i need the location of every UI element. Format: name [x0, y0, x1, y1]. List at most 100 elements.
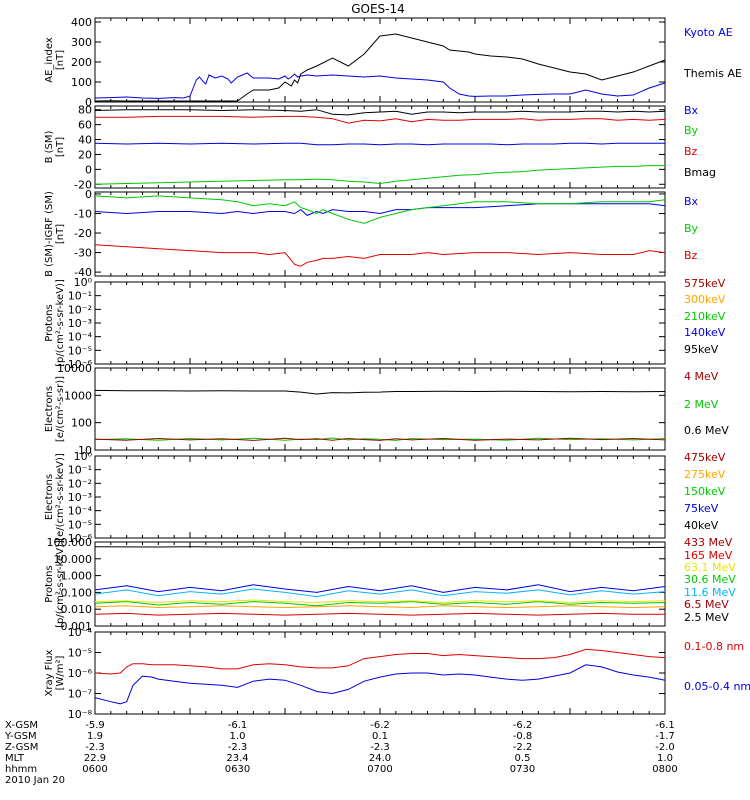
y-axis-label: B (SM)-IGRF (SM): [44, 191, 55, 277]
y-axis-label: B (SM): [44, 130, 55, 163]
axis-value: -2.2: [513, 742, 533, 753]
y-tick-label: 40: [78, 134, 92, 147]
legend-entry: 6.5 MeV: [684, 598, 729, 611]
axis-row-label: Y-GSM: [4, 731, 37, 742]
y-axis-label: Electrons: [44, 474, 55, 520]
legend-entry: Bx: [684, 195, 699, 208]
axis-value: -6.1: [655, 720, 675, 731]
series-line: [94, 546, 666, 549]
y-axis-label: AE_index: [44, 37, 55, 83]
y-tick-label: 10⁰: [74, 450, 93, 463]
y-tick-label: 10⁻⁵: [68, 344, 92, 357]
axis-value: -2.3: [85, 742, 105, 753]
legend-entry: By: [684, 124, 699, 137]
legend-entry: Bx: [684, 104, 699, 117]
legend-entry: 63.1 MeV: [684, 561, 736, 574]
y-tick-label: 0.001: [61, 620, 93, 633]
series-line: [94, 599, 666, 604]
series-line: [94, 605, 666, 609]
series-line: [94, 389, 666, 395]
series-line: [94, 612, 665, 616]
axis-value: 1.9: [87, 731, 103, 742]
legend-entry: 4 MeV: [684, 370, 719, 383]
panel-frame: [94, 631, 666, 715]
y-tick-label: 100.000: [47, 536, 93, 549]
chart-title: GOES-14: [351, 2, 405, 16]
y-tick-label: 10⁻³: [68, 317, 92, 330]
series-line: [94, 584, 666, 593]
y-tick-label: 1000: [64, 389, 92, 402]
legend-entry: Bz: [684, 249, 698, 262]
y-axis-label: Protons: [44, 304, 55, 341]
y-tick-label: -10: [74, 207, 92, 220]
y-tick-label: 10⁻⁷: [68, 688, 92, 701]
y-tick-label: 60: [78, 119, 92, 132]
legend-entry: Themis AE: [683, 67, 742, 80]
y-axis-label: [nT]: [55, 224, 66, 244]
axis-value: -2.3: [228, 742, 248, 753]
y-axis-label: [e/(cm²-s-sr)]: [55, 376, 66, 442]
y-axis-label: [nT]: [55, 50, 66, 70]
y-axis-label: [nT]: [55, 137, 66, 157]
y-tick-label: 10⁻⁴: [68, 626, 93, 639]
legend-entry: 75keV: [684, 502, 719, 515]
series-line: [94, 109, 666, 116]
y-tick-label: 0.100: [61, 586, 93, 599]
axis-value: 1.0: [230, 731, 246, 742]
series-line: [94, 648, 666, 675]
y-tick-label: 400: [71, 16, 92, 29]
series-line: [94, 664, 666, 705]
y-tick-label: 10: [78, 444, 92, 457]
panel-frame: [94, 17, 666, 103]
axis-value: 24.0: [369, 753, 391, 764]
y-tick-label: 10⁻⁴: [68, 505, 93, 518]
legend-entry: By: [684, 222, 699, 235]
axis-value: -2.0: [655, 742, 675, 753]
legend-entry: 0.05-0.4 nm: [684, 680, 750, 693]
y-tick-label: 10⁻⁶: [68, 532, 93, 545]
axis-value: 0.1: [372, 731, 388, 742]
axis-value: 0600: [82, 764, 107, 775]
legend-entry: 0.6 MeV: [684, 424, 729, 437]
axis-value: 0730: [510, 764, 535, 775]
panel-frame: [94, 281, 666, 365]
series-line: [94, 244, 666, 267]
legend-entry: 95keV: [684, 343, 719, 356]
y-tick-label: 0: [85, 188, 92, 201]
panel-frame: [94, 191, 666, 277]
axis-value: -0.8: [513, 731, 533, 742]
y-tick-label: -20: [74, 227, 92, 240]
y-tick-label: 10⁻⁶: [68, 667, 93, 680]
y-tick-label: 300: [71, 36, 92, 49]
legend-entry: Bz: [684, 145, 698, 158]
y-tick-label: 10⁰: [74, 276, 93, 289]
series-line: [95, 115, 666, 124]
axis-value: 0700: [367, 764, 392, 775]
y-tick-label: -20: [74, 178, 92, 191]
panel-frame: [94, 105, 666, 189]
series-line: [94, 195, 666, 224]
legend-entry: 210keV: [684, 310, 726, 323]
y-tick-label: 10000: [57, 362, 92, 375]
y-tick-label: 200: [71, 56, 92, 69]
axis-row-label: Z-GSM: [5, 742, 38, 753]
y-tick-label: 10⁻⁴: [68, 331, 93, 344]
y-tick-label: 0: [85, 163, 92, 176]
legend-entry: 40keV: [684, 519, 719, 532]
y-axis-label: [p/(cm²-s-sr-keV)]: [55, 279, 66, 367]
axis-value: -6.1: [228, 720, 248, 731]
y-tick-label: -40: [74, 266, 92, 279]
series-line: [94, 72, 666, 99]
legend-entry: 0.1-0.8 nm: [684, 640, 744, 653]
series-line: [94, 437, 666, 441]
y-tick-label: 10⁻¹: [68, 464, 92, 477]
axis-value: -5.9: [85, 720, 105, 731]
y-tick-label: 10⁻³: [68, 491, 92, 504]
legend-entry: 11.6 MeV: [684, 586, 736, 599]
series-line: [94, 142, 665, 146]
y-tick-label: 10⁻²: [68, 303, 92, 316]
axis-value: -6.2: [513, 720, 533, 731]
axis-value: 1.0: [657, 753, 673, 764]
series-line: [94, 203, 666, 216]
